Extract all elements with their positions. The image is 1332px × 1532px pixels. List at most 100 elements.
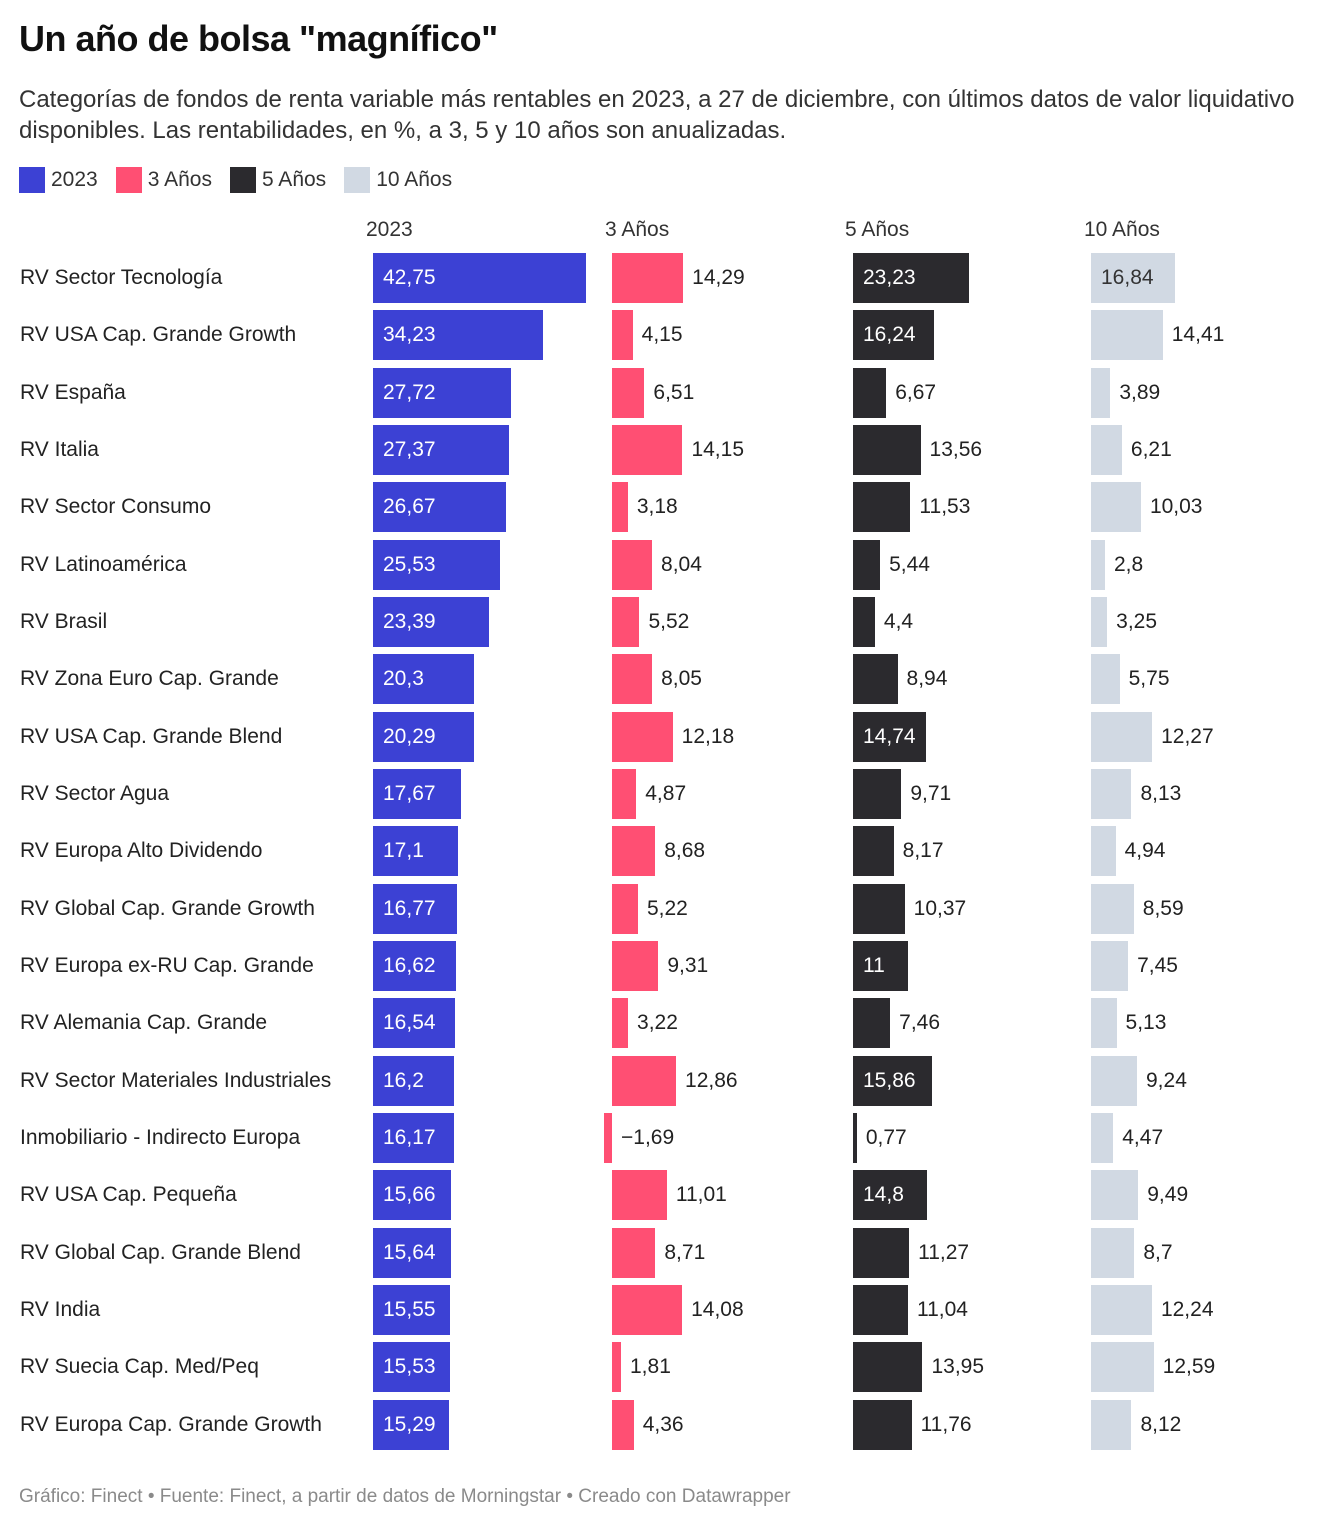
data-label: 9,71 [910, 782, 952, 805]
data-label: 13,56 [929, 438, 983, 461]
data-label: 16,2 [383, 1069, 424, 1092]
data-label: 6,21 [1130, 438, 1172, 461]
bar [853, 425, 921, 475]
data-label: 11,04 [916, 1298, 968, 1321]
data-label: 4,47 [1122, 1126, 1164, 1149]
legend-label: 2023 [51, 168, 98, 191]
bar [1091, 310, 1163, 360]
bar [373, 368, 512, 418]
legend-item-2023: 2023 [19, 167, 98, 193]
legend-label: 10 Años [376, 168, 453, 191]
data-label: 4,15 [641, 323, 683, 346]
data-label: 16,77 [383, 897, 436, 920]
category-label: RV USA Cap. Grande Growth [20, 323, 297, 346]
data-label: 9,49 [1147, 1183, 1189, 1206]
legend-swatch-2023 [19, 167, 45, 193]
bar [612, 998, 629, 1048]
category-label: RV Latinoamérica [20, 553, 187, 576]
data-label: 8,71 [664, 1241, 706, 1264]
category-label: RV España [20, 381, 126, 404]
category-label: RV Europa ex-RU Cap. Grande [20, 954, 314, 977]
data-label: 4,36 [642, 1413, 684, 1436]
category-label: RV USA Cap. Pequeña [20, 1183, 237, 1206]
bar [373, 540, 501, 590]
data-label: 5,44 [889, 553, 930, 576]
bar [612, 941, 659, 991]
data-label: 3,89 [1119, 381, 1161, 404]
data-label: 8,04 [661, 553, 702, 576]
column-header: 10 Años [1084, 218, 1160, 241]
data-label: 8,17 [902, 839, 944, 862]
bar [853, 941, 908, 991]
data-label: 5,22 [646, 897, 688, 920]
column-header: 5 Años [845, 218, 910, 241]
bar [373, 1113, 454, 1163]
data-label: 14,15 [691, 438, 745, 461]
category-label: RV Europa Cap. Grande Growth [20, 1413, 322, 1436]
category-label: RV USA Cap. Grande Blend [20, 725, 283, 748]
bar [1091, 826, 1116, 876]
bar [853, 826, 894, 876]
bar [853, 482, 911, 532]
bar [853, 368, 887, 418]
data-label: 4,4 [883, 610, 914, 633]
data-label: 8,7 [1143, 1241, 1173, 1264]
data-label: 15,64 [383, 1241, 436, 1264]
bar [612, 597, 640, 647]
bar [612, 310, 633, 360]
category-label: RV Sector Materiales Industriales [20, 1069, 332, 1092]
data-label: 8,13 [1140, 782, 1182, 805]
data-label: 10,37 [913, 897, 967, 920]
data-label: 11,01 [675, 1183, 727, 1206]
bar [612, 1056, 677, 1106]
data-label: 12,24 [1160, 1298, 1214, 1321]
legend-item-10-anos: 10 Años [344, 167, 452, 193]
bar [853, 769, 902, 819]
data-label: 12,18 [681, 725, 735, 748]
data-label: 6,51 [653, 381, 695, 404]
bar [1091, 884, 1134, 934]
bar [373, 884, 457, 934]
bar [853, 1400, 912, 1450]
bar [1091, 1285, 1152, 1335]
bar [612, 1342, 621, 1392]
data-label: 1,81 [630, 1355, 671, 1378]
data-label: 25,53 [383, 553, 436, 576]
data-label: 11,53 [919, 495, 971, 518]
bar [612, 884, 638, 934]
category-label: RV Sector Agua [20, 782, 170, 805]
data-label: 16,17 [383, 1126, 436, 1149]
data-label: 11,27 [918, 1241, 970, 1264]
data-label: 3,25 [1116, 610, 1158, 633]
bar [853, 253, 969, 303]
bar [853, 998, 891, 1048]
bar [1091, 1342, 1154, 1392]
bar [373, 1228, 451, 1278]
chart-title: Un año de bolsa "magnífico" [19, 18, 498, 59]
data-label: 15,29 [383, 1413, 436, 1436]
data-label: 11,76 [920, 1413, 972, 1436]
legend-item-3-anos: 3 Años [115, 167, 212, 193]
bar [1091, 425, 1122, 475]
data-label: 10,03 [1149, 495, 1203, 518]
bar [1091, 597, 1108, 647]
data-label: 12,86 [685, 1069, 738, 1092]
data-label: 42,75 [383, 266, 436, 289]
data-label: 5,52 [648, 610, 690, 633]
bar [1091, 712, 1153, 762]
bar [373, 941, 456, 991]
bar [1091, 368, 1111, 418]
bar [1091, 253, 1175, 303]
data-label: 15,86 [863, 1069, 916, 1092]
data-label: 7,45 [1137, 954, 1178, 977]
bar [373, 597, 490, 647]
bar [1091, 1056, 1137, 1106]
legend-label: 5 Años [261, 168, 327, 191]
category-label: RV Sector Consumo [20, 495, 212, 518]
data-label: 12,59 [1162, 1355, 1216, 1378]
data-label: 16,62 [383, 954, 436, 977]
bar [612, 769, 637, 819]
data-label: 15,53 [383, 1355, 436, 1378]
data-label: 17,1 [383, 839, 424, 862]
bar [853, 1056, 932, 1106]
